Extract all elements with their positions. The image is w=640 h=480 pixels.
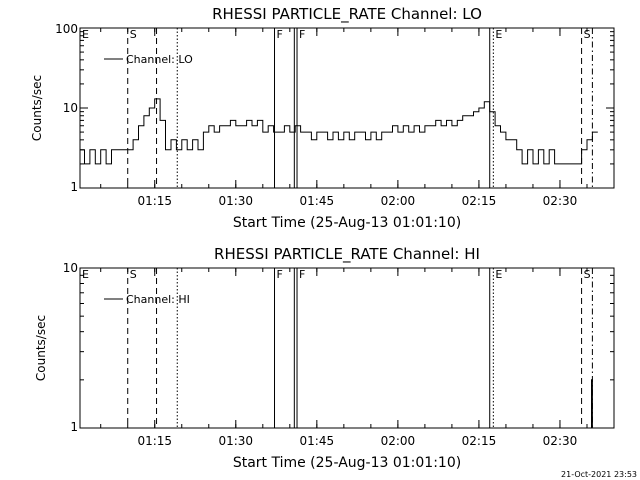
lo-xtick-label: 02:15 [462, 194, 497, 208]
hi-xtick-label: 02:15 [462, 434, 497, 448]
lo-legend-label: Channel: LO [126, 53, 193, 66]
lo-series-line [80, 98, 598, 165]
lo-ytick-1: 1 [70, 180, 78, 194]
hi-channel-panel: RHESSI PARTICLE_RATE Channel: HI Counts/… [34, 245, 615, 471]
lo-flag-label: E [495, 28, 502, 41]
lo-ytick-10: 10 [63, 101, 78, 115]
lo-flag-label: S [130, 28, 137, 41]
lo-xtick-label: 01:30 [218, 194, 253, 208]
hi-y-axis-label: Counts/sec [34, 315, 48, 381]
lo-x-axis-label: Start Time (25-Aug-13 01:01:10) [233, 215, 461, 231]
hi-series-line [590, 379, 593, 429]
hi-xtick-label: 02:30 [543, 434, 578, 448]
hi-axes-frame [79, 267, 615, 429]
hi-flag-label: S [584, 268, 591, 281]
hi-xtick-label: 01:15 [137, 434, 172, 448]
hi-flag-label: E [495, 268, 502, 281]
lo-plot-title: RHESSI PARTICLE_RATE Channel: LO [212, 5, 482, 24]
lo-flag-label: F [277, 28, 283, 41]
hi-x-axis-label: Start Time (25-Aug-13 01:01:10) [233, 455, 461, 471]
lo-xtick-label: 01:15 [137, 194, 172, 208]
hi-flag-label: F [299, 268, 305, 281]
hi-plot-title: RHESSI PARTICLE_RATE Channel: HI [214, 245, 480, 264]
lo-flag-label: F [299, 28, 305, 41]
lo-xtick-label: 02:30 [543, 194, 578, 208]
hi-ytick-1: 1 [70, 420, 78, 434]
generation-timestamp: 21-Oct-2021 23:53 [561, 470, 637, 479]
hi-xtick-label: 01:30 [218, 434, 253, 448]
hi-flag-label: S [130, 268, 137, 281]
lo-y-axis-label: Counts/sec [30, 75, 44, 141]
hi-xtick-label: 02:00 [381, 434, 416, 448]
hi-flag-label: E [82, 268, 89, 281]
lo-flag-label: S [584, 28, 591, 41]
hi-flag-label: F [277, 268, 283, 281]
lo-xtick-label: 02:00 [381, 194, 416, 208]
hi-legend-label: Channel: HI [126, 293, 190, 306]
lo-channel-panel: RHESSI PARTICLE_RATE Channel: LO Counts/… [30, 5, 615, 231]
hi-xtick-label: 01:45 [300, 434, 335, 448]
lo-xtick-label: 01:45 [300, 194, 335, 208]
lo-ytick-100: 100 [55, 22, 78, 36]
lo-flag-label: E [82, 28, 89, 41]
hi-ytick-10: 10 [63, 261, 78, 275]
